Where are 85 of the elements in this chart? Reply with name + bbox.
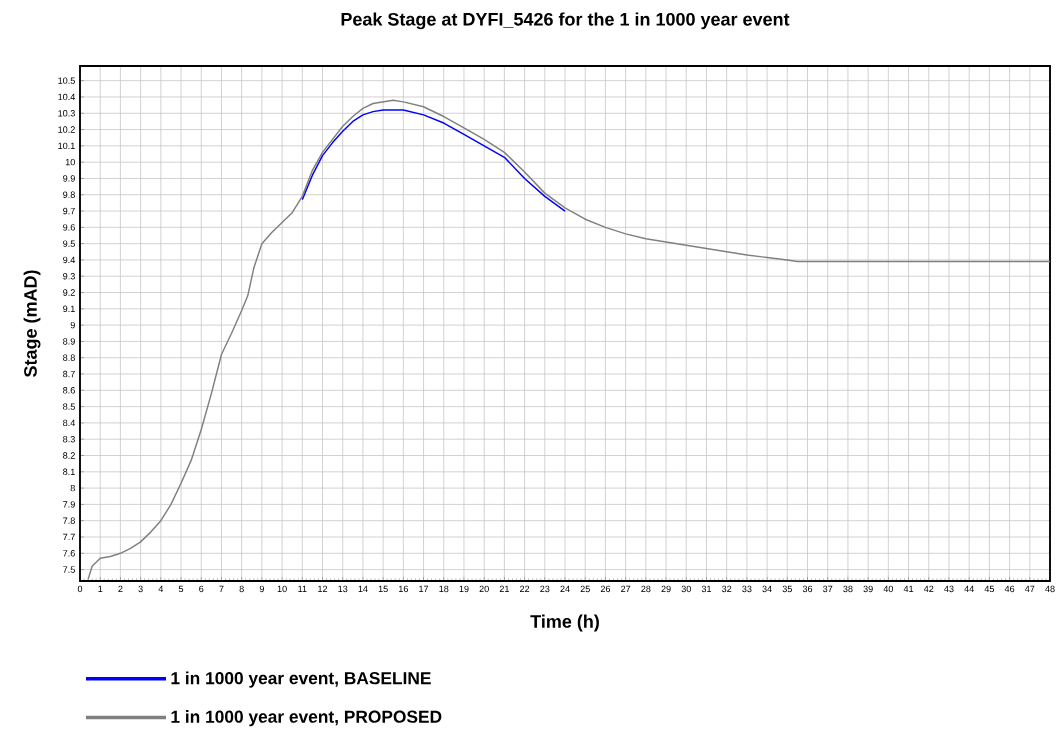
y-tick-label: 10.3 (58, 110, 75, 117)
y-axis-title: Stage (mAD) (23, 270, 41, 377)
x-tick-label: 8 (239, 585, 244, 593)
x-tick-label: 4 (158, 585, 164, 592)
y-tick-label: 9.8 (63, 191, 75, 198)
x-tick-label: 12 (318, 585, 328, 593)
x-tick-label: 21 (499, 585, 509, 593)
x-tick-label: 36 (802, 585, 813, 593)
x-tick-label: 11 (298, 585, 307, 592)
x-tick-label: 42 (923, 585, 934, 593)
x-tick-label: 39 (863, 585, 873, 593)
x-tick-label: 26 (600, 585, 611, 593)
y-tick-label: 10.1 (58, 142, 75, 150)
y-tick-label: 9.6 (63, 224, 75, 231)
x-axis-title: Time (h) (530, 614, 599, 632)
y-tick-label: 9.2 (63, 289, 75, 296)
y-tick-label: 8.8 (63, 354, 75, 361)
y-tick-label: 8.7 (63, 370, 75, 378)
x-tick-label: 17 (419, 585, 429, 592)
y-tick-label: 9.7 (63, 207, 75, 215)
y-tick-label: 9.9 (63, 175, 75, 182)
y-tick-label: 8.3 (63, 436, 75, 443)
x-tick-label: 1 (98, 585, 103, 592)
x-tick-label: 22 (520, 585, 530, 593)
y-tick-label: 10.5 (58, 77, 75, 84)
x-tick-label: 38 (843, 585, 853, 593)
x-tick-label: 5 (178, 585, 184, 593)
y-tick-label: 7.8 (63, 517, 75, 524)
y-tick-label: 8.4 (63, 419, 76, 427)
y-tick-label: 8.2 (63, 452, 75, 459)
y-tick-label: 7.9 (63, 501, 75, 508)
x-tick-label: 24 (560, 585, 570, 593)
y-tick-label: 9.4 (63, 256, 76, 264)
x-tick-label: 25 (580, 585, 590, 593)
x-tick-label: 2 (118, 585, 123, 593)
y-tick-label: 8.1 (63, 468, 75, 476)
x-tick-label: 47 (1024, 585, 1035, 592)
x-tick-label: 43 (944, 585, 954, 593)
x-tick-label: 33 (742, 585, 752, 593)
legend-label: 1 in 1000 year event, PROPOSED (171, 710, 442, 727)
x-tick-label: 27 (621, 585, 631, 593)
x-tick-label: 48 (1045, 585, 1055, 593)
x-tick-label: 40 (883, 585, 894, 593)
y-tick-label: 10.4 (58, 93, 76, 101)
x-tick-label: 3 (138, 585, 143, 593)
y-tick-label: 7.5 (63, 566, 75, 573)
x-tick-label: 28 (641, 585, 651, 593)
x-tick-label: 18 (439, 585, 449, 593)
x-tick-label: 44 (964, 585, 974, 592)
x-tick-label: 29 (661, 585, 671, 593)
y-tick-label: 8.6 (63, 387, 75, 394)
x-tick-label: 6 (199, 585, 204, 593)
x-tick-label: 13 (338, 585, 348, 593)
x-tick-label: 20 (479, 585, 489, 593)
y-tick-label: 9.3 (63, 273, 75, 280)
x-tick-label: 37 (823, 585, 833, 593)
x-tick-label: 19 (459, 585, 469, 593)
x-tick-label: 10 (277, 585, 287, 593)
y-tick-label: 9.1 (63, 305, 75, 313)
y-tick-label: 8.5 (63, 403, 75, 410)
x-tick-label: 30 (681, 585, 691, 593)
x-tick-label: 35 (782, 585, 792, 593)
y-tick-label: 8 (70, 484, 75, 492)
x-tick-label: 23 (540, 585, 550, 593)
y-tick-label: 9 (70, 321, 75, 329)
y-tick-label: 10.2 (58, 126, 75, 133)
x-tick-label: 32 (721, 585, 732, 593)
chart-title: Peak Stage at DYFI_5426 for the 1 in 1000 year event (341, 12, 790, 30)
x-tick-label: 14 (358, 585, 368, 592)
y-tick-label: 7.7 (63, 533, 75, 541)
x-tick-label: 46 (1004, 585, 1015, 593)
x-tick-label: 0 (77, 585, 83, 593)
y-tick-label: 10 (65, 158, 75, 166)
x-tick-label: 15 (378, 585, 388, 593)
x-tick-label: 16 (398, 585, 408, 593)
x-tick-label: 31 (701, 585, 712, 593)
x-tick-label: 41 (903, 585, 914, 592)
x-tick-label: 7 (219, 585, 224, 592)
x-tick-label: 34 (762, 585, 772, 593)
y-tick-label: 7.6 (63, 550, 75, 557)
y-tick-label: 9.5 (63, 240, 75, 247)
legend-label: 1 in 1000 year event, BASELINE (171, 671, 431, 688)
x-tick-label: 45 (984, 585, 995, 593)
x-tick-label: 9 (259, 585, 264, 593)
y-tick-label: 8.9 (63, 338, 75, 345)
